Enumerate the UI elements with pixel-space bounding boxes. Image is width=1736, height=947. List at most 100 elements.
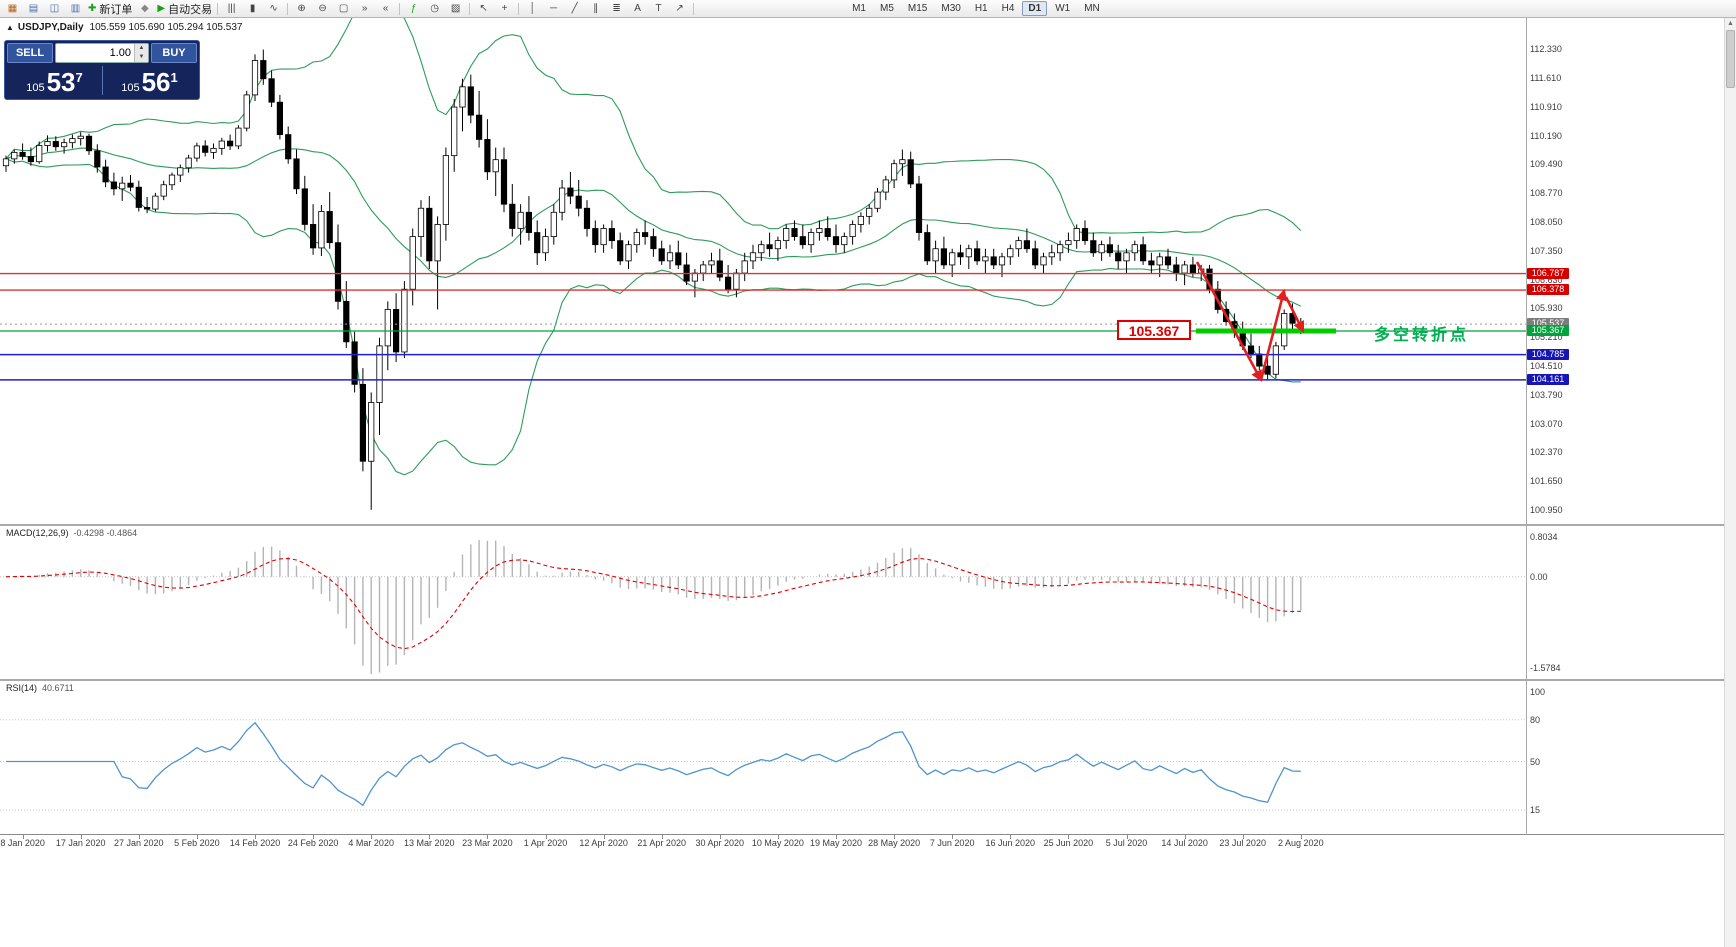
periods-icon: ◷ xyxy=(430,2,439,14)
one-click-collapse-icon[interactable]: ▲ xyxy=(6,23,14,32)
label-tool-icon[interactable]: T xyxy=(648,0,669,18)
bar-chart-mode-icon[interactable]: ||| xyxy=(221,0,242,18)
rsi-label: RSI(14) xyxy=(6,683,38,693)
chart-shift-icon: « xyxy=(382,2,389,14)
spinner-down-icon[interactable]: ▼ xyxy=(135,53,148,62)
arrows-tool-icon: ↗ xyxy=(675,2,684,14)
candlestick-mode-icon[interactable]: ▮ xyxy=(242,0,263,18)
lot-size-spinner[interactable]: ▲ ▼ xyxy=(134,44,148,62)
arrows-tool-icon[interactable]: ↗ xyxy=(669,0,690,18)
indicators-icon: ƒ xyxy=(410,2,417,14)
rsi-value: 40.6711 xyxy=(42,683,74,693)
timeframe-w1[interactable]: W1 xyxy=(1055,3,1071,14)
new-chart-icon[interactable]: ▦ xyxy=(2,0,23,18)
ohlc-values: 105.559 105.690 105.294 105.537 xyxy=(89,22,243,33)
chart-title-bar: ▲ USDJPY,Daily 105.559 105.690 105.294 105… xyxy=(6,22,242,33)
label-tool-icon: T xyxy=(655,2,662,14)
price-axis-line xyxy=(1526,18,1527,835)
zoom-out-icon[interactable]: ⊖ xyxy=(312,0,333,18)
trend-arrow-3[interactable] xyxy=(1284,296,1305,334)
timeframe-h1[interactable]: H1 xyxy=(974,3,988,14)
channel-tool-icon[interactable]: ∥ xyxy=(585,0,606,18)
spinner-up-icon[interactable]: ▲ xyxy=(135,44,148,53)
candlestick-layer xyxy=(2,49,1304,510)
navigator-icon[interactable]: ▥ xyxy=(65,0,86,18)
templates-icon: ▨ xyxy=(450,2,461,14)
market-watch-icon[interactable]: ◫ xyxy=(44,0,65,18)
metaeditor-icon: ◆ xyxy=(141,2,149,14)
vertical-line-tool-icon[interactable]: │ xyxy=(522,0,543,18)
auto-scroll-icon: » xyxy=(361,2,368,14)
horizontal-lines-layer xyxy=(0,272,1526,381)
crosshair-tool-icon: + xyxy=(501,2,508,14)
autotrading-button[interactable]: ▶ 自动交易 xyxy=(155,0,214,18)
annotation-arrows-layer xyxy=(1195,261,1336,383)
text-tool-icon: A xyxy=(634,2,641,14)
macd-layer xyxy=(0,540,1526,674)
tile-windows-icon: ▢ xyxy=(338,2,349,14)
timeframe-m15[interactable]: M15 xyxy=(907,3,928,14)
sell-button[interactable]: SELL xyxy=(7,43,53,63)
chart-macd-splitter[interactable] xyxy=(0,524,1726,526)
macd-label: MACD(12,26,9) xyxy=(6,528,69,538)
toolbar-separator xyxy=(287,2,289,15)
sell-price-point: 7 xyxy=(75,70,83,85)
sell-price[interactable]: 105537 xyxy=(7,69,102,97)
buy-price-prefix: 105 xyxy=(121,82,140,94)
symbol-period-label: USDJPY,Daily xyxy=(17,22,84,33)
toolbar-separator xyxy=(693,2,695,15)
macd-rsi-splitter[interactable] xyxy=(0,679,1726,681)
text-tool-icon[interactable]: A xyxy=(627,0,648,18)
chart-profiles-icon[interactable]: ▤ xyxy=(23,0,44,18)
buy-price[interactable]: 105561 xyxy=(102,69,197,97)
toolbar-separator xyxy=(469,2,471,15)
timeframe-d1[interactable]: D1 xyxy=(1022,1,1048,16)
price-annotation-label[interactable]: 105.367 xyxy=(1117,320,1191,341)
channel-tool-icon: ∥ xyxy=(593,2,599,14)
market-watch-icon: ◫ xyxy=(49,2,60,14)
lot-size-field[interactable]: 1.00 ▲ ▼ xyxy=(55,43,149,63)
turning-point-note: 多空转折点 xyxy=(1374,327,1470,345)
macd-header: MACD(12,26,9) -0.4298 -0.4864 xyxy=(6,528,137,538)
auto-scroll-icon[interactable]: » xyxy=(354,0,375,18)
rsi-layer xyxy=(0,719,1526,811)
new-order-icon: ✚ xyxy=(88,2,97,14)
macd-values: -0.4298 -0.4864 xyxy=(73,528,138,538)
fibonacci-tool-icon[interactable]: ≣ xyxy=(606,0,627,18)
price-divider xyxy=(102,66,103,95)
trend-arrow-1[interactable] xyxy=(1195,261,1263,383)
crosshair-tool-icon[interactable]: + xyxy=(494,0,515,18)
indicators-icon[interactable]: ƒ xyxy=(403,0,424,18)
metaeditor-icon[interactable]: ◆ xyxy=(134,0,155,18)
trend-arrow-2[interactable] xyxy=(1259,288,1288,381)
new-order-button[interactable]: ✚ 新订单 xyxy=(86,0,134,18)
horizontal-line-tool-icon[interactable]: ─ xyxy=(543,0,564,18)
cursor-tool-icon[interactable]: ↖ xyxy=(473,0,494,18)
scrollbar-thumb[interactable] xyxy=(1726,30,1735,88)
zoom-in-icon: ⊕ xyxy=(297,2,306,14)
scroll-up-icon[interactable]: ▲ xyxy=(1727,20,1734,27)
timeframe-h4[interactable]: H4 xyxy=(1001,3,1015,14)
toolbar-separator xyxy=(518,2,520,15)
candlestick-mode-icon: ▮ xyxy=(249,2,256,14)
timeframe-mn[interactable]: MN xyxy=(1084,3,1100,14)
timeframe-m1[interactable]: M1 xyxy=(852,3,866,14)
tile-windows-icon[interactable]: ▢ xyxy=(333,0,354,18)
zoom-in-icon[interactable]: ⊕ xyxy=(291,0,312,18)
periods-icon[interactable]: ◷ xyxy=(424,0,445,18)
main-toolbar: ▦ ▤ ◫ ▥ ✚ 新订单 ◆ ▶ 自动交易 ||| ▮ ∿ ⊕ ⊖ ▢ » « ƒ ◷ ▨ ↖ + │ ─ ╱ ∥ ≣ A T ↗ M1 M… xyxy=(0,0,1736,18)
timeframe-m5[interactable]: M5 xyxy=(880,3,894,14)
trendline-tool-icon[interactable]: ╱ xyxy=(564,0,585,18)
lot-size-value[interactable]: 1.00 xyxy=(109,47,131,59)
timeframe-m30[interactable]: M30 xyxy=(941,3,961,14)
toolbar-separator xyxy=(217,2,219,15)
templates-icon[interactable]: ▨ xyxy=(445,0,466,18)
buy-button[interactable]: BUY xyxy=(151,43,197,63)
horizontal-line-tool-icon: ─ xyxy=(550,2,558,14)
vertical-scrollbar[interactable]: ▲ xyxy=(1724,18,1736,947)
chart-shift-icon[interactable]: « xyxy=(375,0,396,18)
line-chart-mode-icon[interactable]: ∿ xyxy=(263,0,284,18)
bar-chart-mode-icon: ||| xyxy=(227,2,236,14)
